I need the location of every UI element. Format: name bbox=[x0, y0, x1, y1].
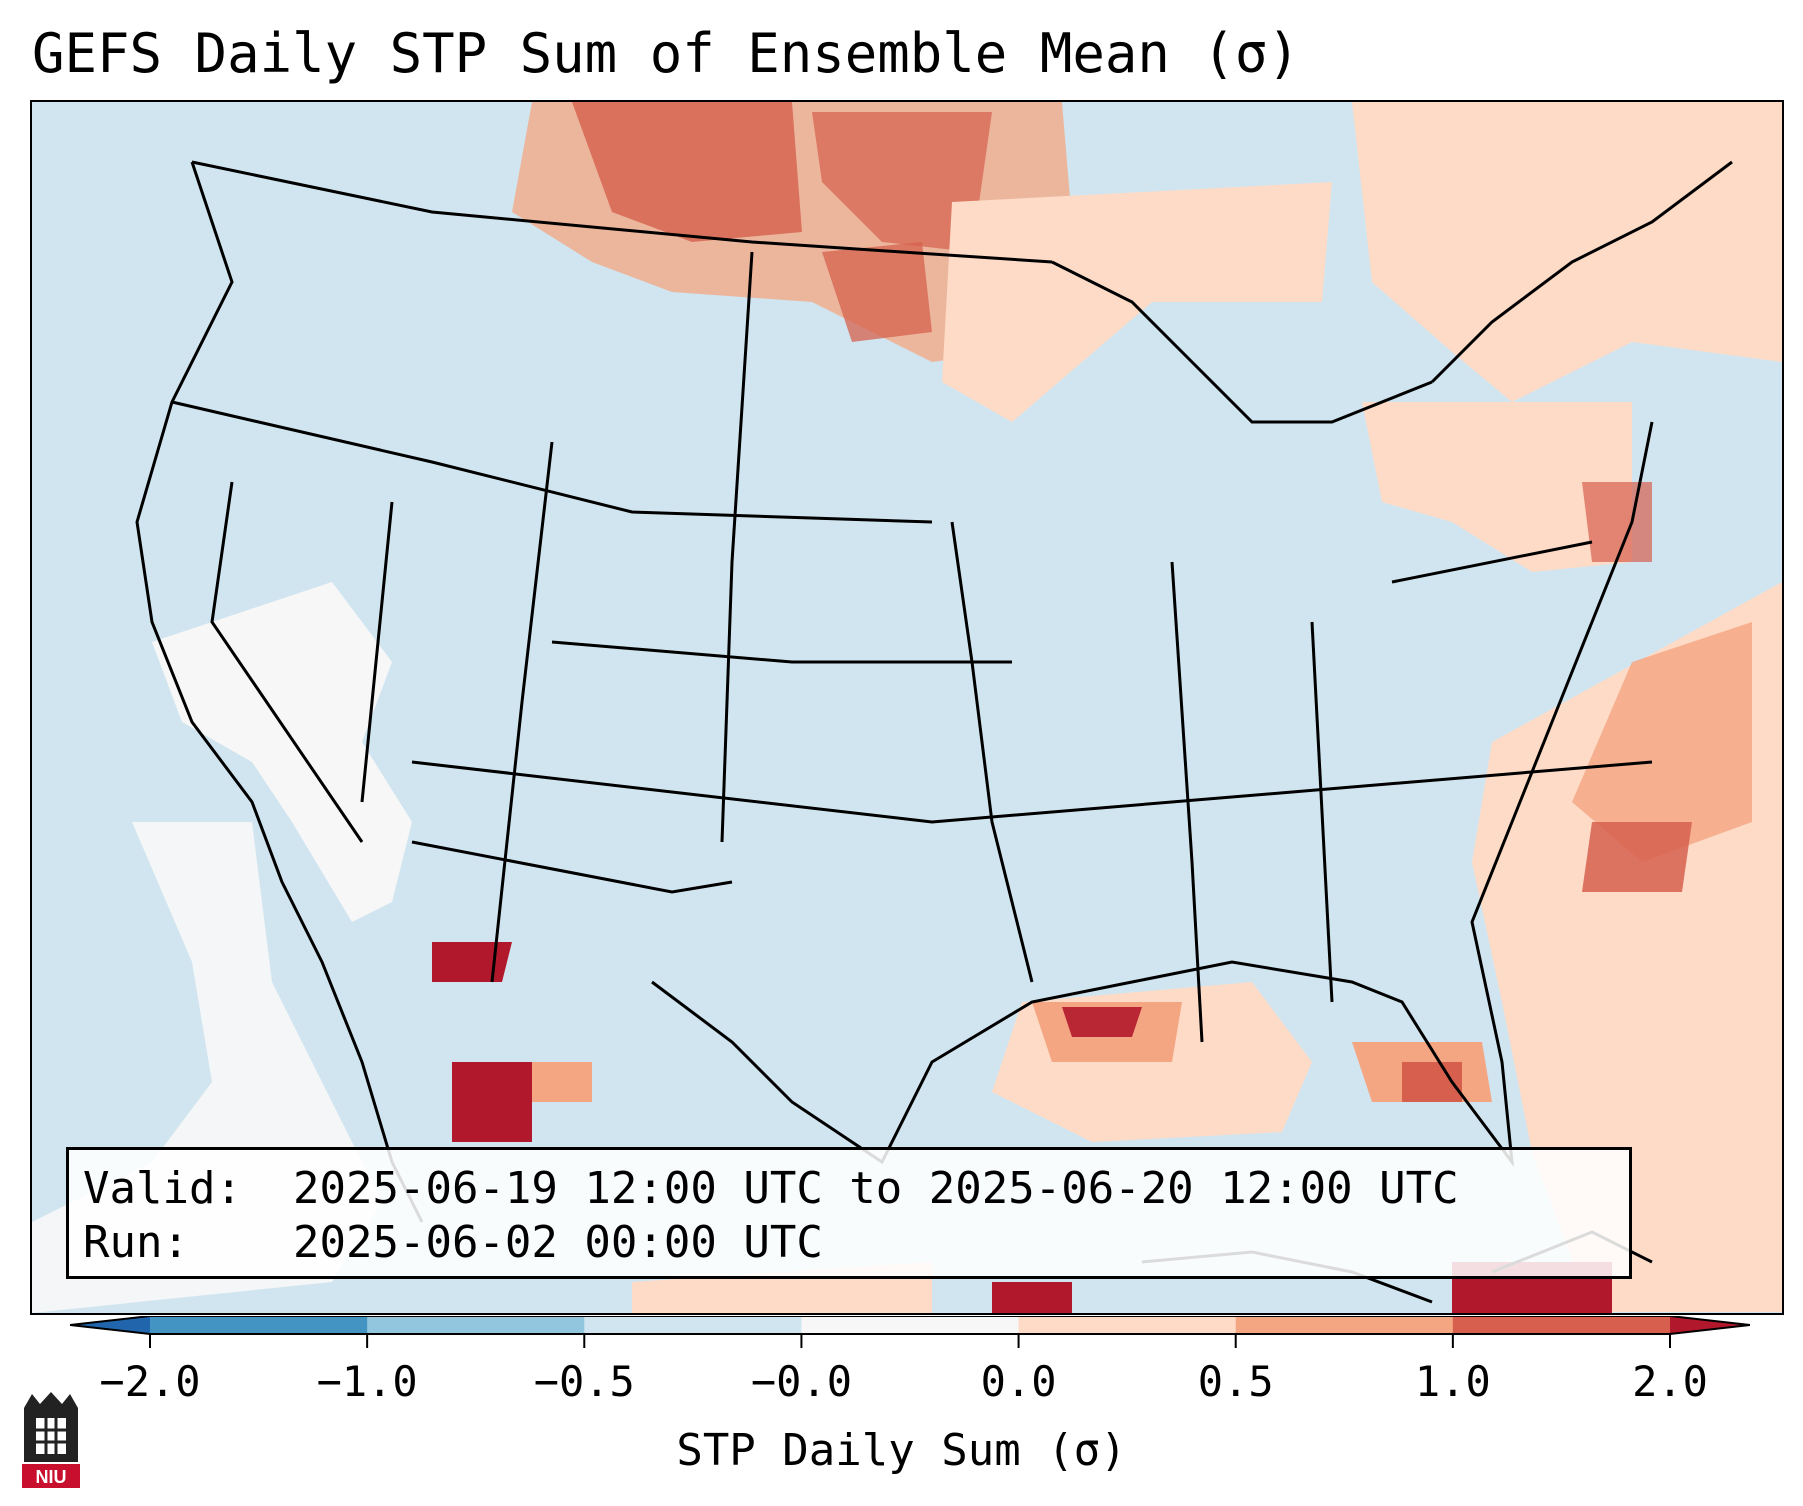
stp-map bbox=[32, 102, 1782, 1313]
run-value: 2025-06-02 00:00 UTC bbox=[293, 1217, 823, 1268]
run-label: Run: bbox=[83, 1217, 189, 1268]
colorbar-extend-high bbox=[1670, 1316, 1750, 1334]
colorbar-segment bbox=[150, 1316, 368, 1334]
colorbar-tick-label: 0.0 bbox=[981, 1357, 1057, 1406]
logo-text: NIU bbox=[36, 1467, 67, 1487]
colorbar-tick-label: −0.0 bbox=[751, 1357, 852, 1406]
colorbar-tick-label: 1.0 bbox=[1415, 1357, 1491, 1406]
colorbar-segments bbox=[70, 1316, 1750, 1335]
colorbar-ticks: −2.0 −1.0 −0.5 −0.0 0.0 0.5 1.0 2.0 bbox=[99, 1334, 1708, 1406]
valid-value: 2025-06-19 12:00 UTC to 2025-06-20 12:00… bbox=[293, 1163, 1459, 1214]
colorbar-segment bbox=[801, 1316, 1020, 1334]
colorbar-segment bbox=[367, 1316, 585, 1334]
colorbar-segment bbox=[584, 1316, 802, 1334]
colorbar: −2.0 −1.0 −0.5 −0.0 0.0 0.5 1.0 2.0 bbox=[70, 1316, 1750, 1406]
chart-title: GEFS Daily STP Sum of Ensemble Mean (σ) bbox=[32, 22, 1300, 85]
map-panel[interactable] bbox=[30, 100, 1784, 1315]
colorbar-label: STP Daily Sum (σ) bbox=[676, 1425, 1127, 1476]
colorbar-tick-label: −2.0 bbox=[99, 1357, 200, 1406]
colorbar-segment bbox=[1235, 1316, 1454, 1334]
colorbar-tick-label: 2.0 bbox=[1632, 1357, 1708, 1406]
colorbar-extend-low bbox=[70, 1316, 150, 1334]
colorbar-segment bbox=[1018, 1316, 1237, 1334]
niu-logo: NIU bbox=[22, 1392, 80, 1488]
boundaries bbox=[135, 160, 1733, 1304]
valid-run-info-box: Valid: 2025-06-19 12:00 UTC to 2025-06-20… bbox=[66, 1147, 1632, 1279]
colorbar-segment bbox=[1452, 1316, 1671, 1334]
anomaly-regions bbox=[432, 102, 1782, 1313]
colorbar-tick-label: −0.5 bbox=[534, 1357, 635, 1406]
colorbar-tick-label: 0.5 bbox=[1198, 1357, 1274, 1406]
valid-label: Valid: bbox=[83, 1163, 242, 1214]
colorbar-tick-label: −1.0 bbox=[317, 1357, 418, 1406]
